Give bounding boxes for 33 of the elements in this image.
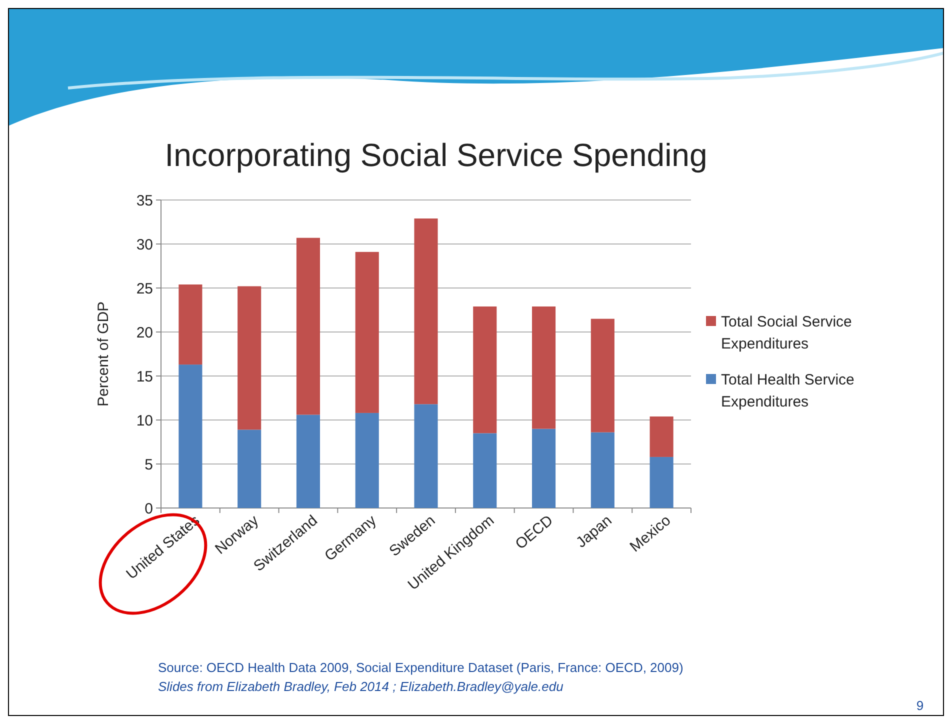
bar <box>414 404 438 508</box>
y-tick-label: 15 <box>136 368 153 386</box>
y-tick-label: 35 <box>136 192 153 210</box>
y-axis-title: Percent of GDP <box>95 301 112 407</box>
bar <box>296 238 320 415</box>
bar <box>532 428 556 508</box>
y-tick-label: 0 <box>144 500 153 518</box>
bar <box>590 432 614 508</box>
chart-title: Incorporating Social Service Spending <box>164 137 708 173</box>
bar <box>296 414 320 508</box>
bar <box>355 412 379 508</box>
y-tick-label: 10 <box>136 412 153 430</box>
y-tick-label: 5 <box>144 456 153 474</box>
bar <box>178 284 202 365</box>
bar <box>650 456 674 508</box>
bar <box>355 252 379 413</box>
y-tick-label: 20 <box>136 324 153 342</box>
bar <box>532 306 556 429</box>
text: Slides from Elizabeth Bradley, Feb 2014 ; Elizabeth.Bradley@yale.edu <box>158 679 564 694</box>
bar <box>473 306 497 434</box>
bar <box>414 218 438 404</box>
legend-label: Total Health Service Expenditures <box>721 371 854 410</box>
y-tick-label: 30 <box>136 236 153 254</box>
bar <box>650 416 674 457</box>
source-note: Source: OECD Health Data 2009, Social Expenditure Dataset (Paris, France: OECD, 2009) <box>158 660 684 675</box>
bar <box>590 318 614 432</box>
bar <box>238 286 262 430</box>
bar <box>178 364 202 508</box>
bar <box>238 430 262 508</box>
text: 9 <box>916 698 924 713</box>
y-tick-label: 25 <box>136 280 153 298</box>
bar <box>473 433 497 508</box>
legend-label: Total Social Service Expenditures <box>721 313 852 352</box>
